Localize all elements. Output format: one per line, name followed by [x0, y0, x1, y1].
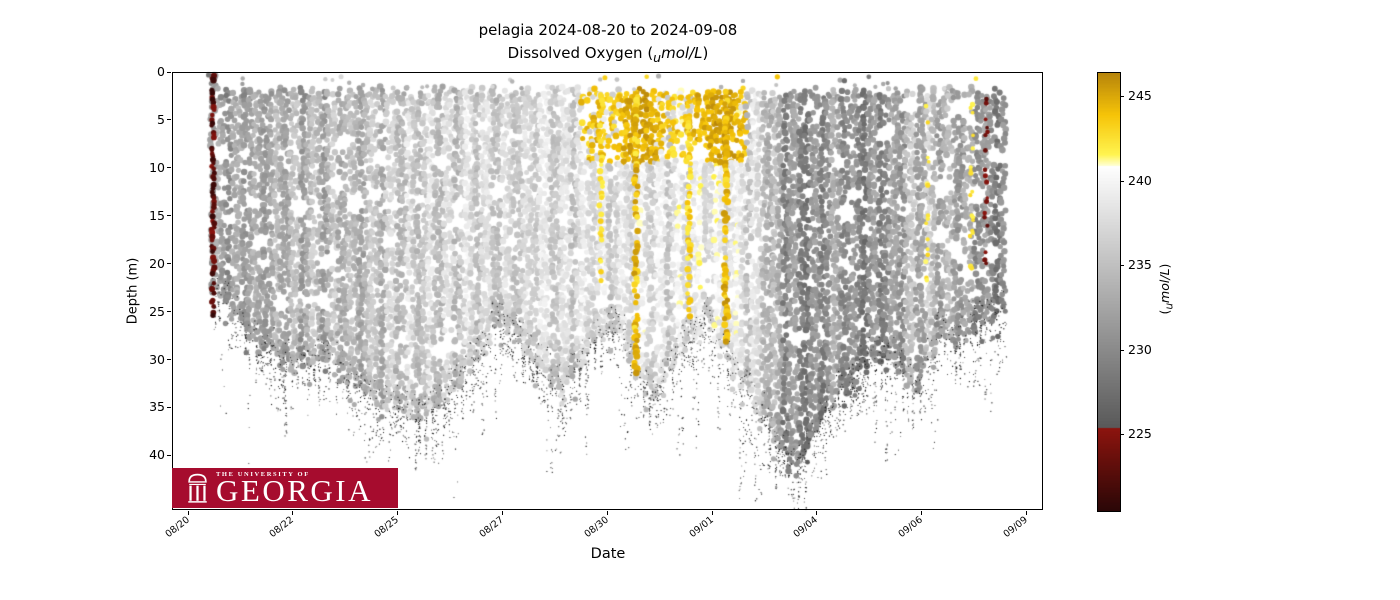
cbar-label-sub: u [1163, 302, 1176, 310]
colorbar-gradient-canvas [1098, 73, 1120, 511]
y-tick-label: 40 [149, 447, 165, 463]
y-tick-label: 30 [149, 351, 165, 367]
colorbar-tick-label: 225 [1128, 426, 1152, 442]
cbar-label-unit: mol/L [1156, 268, 1172, 303]
x-tick-label: 08/27 [477, 514, 506, 540]
uga-logo-line2: GEORGIA [216, 473, 373, 509]
y-tick-mark [167, 167, 171, 169]
uga-arch-icon [188, 473, 207, 503]
figure-title: pelagia 2024-08-20 to 2024-09-08 [478, 21, 738, 39]
x-tick-label: 08/25 [372, 514, 402, 540]
uga-logo-text: THE UNIVERSITY OF GEORGIA [216, 470, 373, 506]
y-tick-label: 0 [157, 64, 165, 79]
cbar-label-open: ( [1156, 309, 1172, 315]
y-tick-label: 10 [149, 159, 165, 175]
y-tick-label: 25 [149, 303, 165, 319]
subtitle-sub-u: u [653, 50, 662, 65]
y-tick-mark [167, 359, 171, 361]
colorbar-tick-mark [1120, 349, 1124, 351]
colorbar-label: (umol/L) [1157, 264, 1176, 315]
x-tick-mark [292, 511, 294, 515]
y-tick-label: 35 [149, 399, 165, 415]
x-tick-label: 08/20 [163, 514, 192, 540]
x-tick-mark [711, 511, 713, 515]
x-tick-mark [606, 511, 608, 515]
x-tick-mark [501, 511, 503, 515]
subtitle-unit: mol/L [661, 44, 703, 62]
x-tick-label: 09/06 [896, 514, 926, 540]
subtitle-text: Dissolved Oxygen ( [507, 44, 654, 62]
colorbar-tick-mark [1120, 180, 1124, 182]
y-tick-mark [167, 263, 171, 265]
y-tick-mark [167, 119, 171, 121]
colorbar-tick-mark [1120, 96, 1124, 98]
y-tick-label: 20 [149, 255, 165, 271]
uga-logo-line1: THE UNIVERSITY OF [216, 471, 310, 479]
y-tick-mark [167, 406, 171, 408]
y-tick-mark [167, 71, 171, 73]
x-tick-label: 08/22 [267, 514, 297, 540]
colorbar-tick-label: 240 [1128, 172, 1152, 188]
y-axis-label: Depth (m) [125, 257, 141, 325]
y-tick-label: 15 [149, 207, 165, 223]
x-tick-label: 09/09 [1001, 514, 1030, 540]
cbar-label-close: ) [1156, 263, 1172, 269]
colorbar-tick-mark [1120, 265, 1124, 267]
y-tick-label: 5 [157, 111, 165, 127]
y-tick-mark [167, 215, 171, 217]
colorbar-tick-label: 230 [1128, 341, 1152, 357]
x-tick-label: 09/04 [791, 514, 821, 540]
x-tick-mark [921, 511, 923, 515]
colorbar-tick-label: 235 [1128, 257, 1152, 273]
x-tick-mark [187, 511, 189, 515]
figure-subtitle: Dissolved Oxygen (umol/L) [508, 44, 709, 65]
subtitle-close: ) [702, 44, 709, 62]
colorbar-tick-label: 245 [1128, 88, 1152, 104]
y-tick-mark [167, 311, 171, 313]
y-tick-mark [167, 454, 171, 456]
x-tick-label: 08/30 [582, 514, 611, 540]
colorbar [1097, 72, 1121, 512]
x-tick-mark [816, 511, 818, 515]
x-tick-mark [1025, 511, 1027, 515]
x-tick-label: 09/01 [687, 514, 716, 540]
colorbar-tick-mark [1120, 434, 1124, 436]
x-tick-mark [397, 511, 399, 515]
uga-logo: THE UNIVERSITY OF GEORGIA [172, 468, 398, 508]
x-axis-label: Date [590, 546, 626, 562]
